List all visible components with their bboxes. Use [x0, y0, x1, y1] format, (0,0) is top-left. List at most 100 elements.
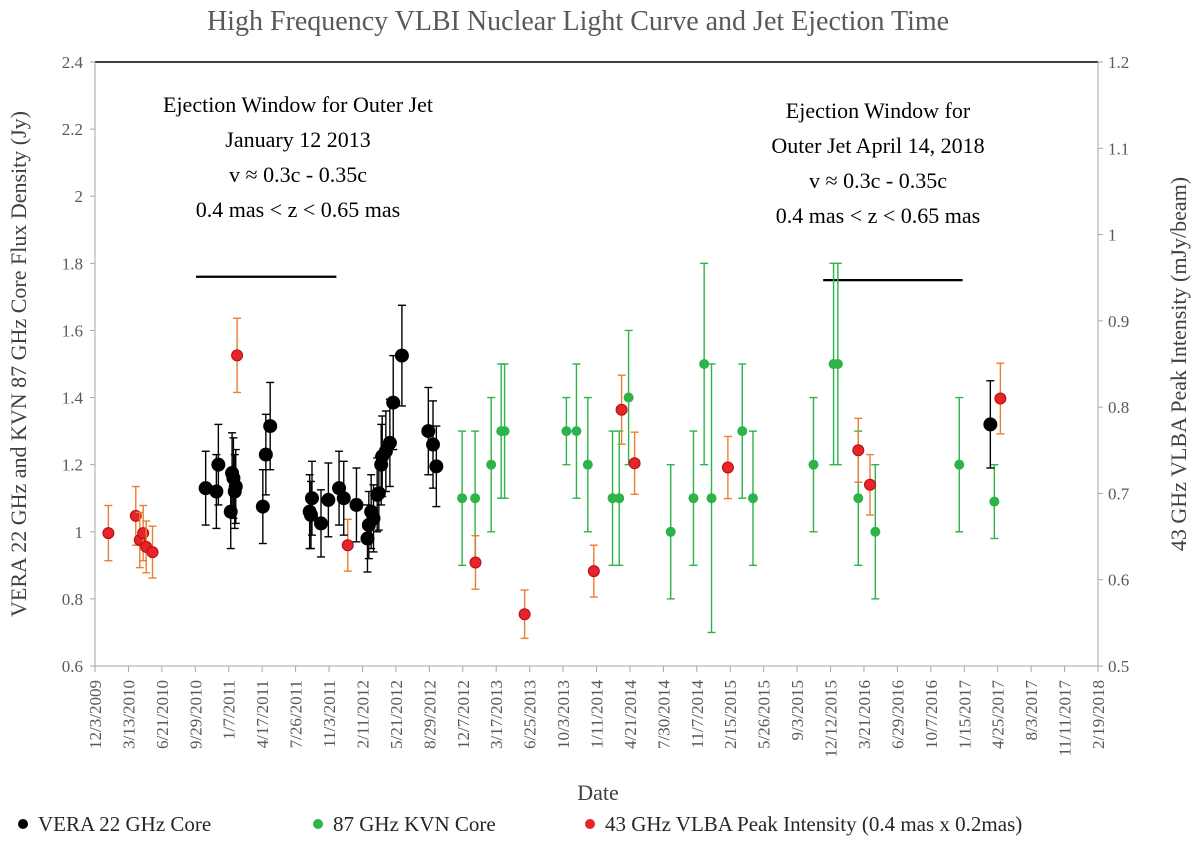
- x-tick-label: 4/25/2017: [989, 680, 1008, 749]
- data-point: [699, 359, 710, 369]
- x-tick-label: 2/11/2012: [353, 680, 372, 748]
- data-point: [665, 526, 676, 537]
- x-tick-label: 7/30/2014: [654, 680, 673, 749]
- data-point: [341, 539, 354, 552]
- data-point: [321, 492, 336, 507]
- x-tick-label: 11/7/2014: [688, 680, 707, 749]
- x-tick-label: 12/3/2009: [86, 680, 105, 749]
- data-point: [360, 531, 375, 546]
- data-point: [561, 426, 572, 437]
- data-point: [994, 392, 1007, 405]
- legend-entry: 43 GHz VLBA Peak Intensity (0.4 mas x 0.…: [605, 812, 1022, 836]
- x-tick-label: 2/19/2018: [1089, 680, 1108, 749]
- data-points: [102, 262, 1007, 640]
- data-point: [426, 437, 441, 452]
- legend-marker: [585, 819, 595, 829]
- data-point: [231, 349, 244, 362]
- data-point: [747, 493, 758, 504]
- x-tick-label: 5/21/2012: [387, 680, 406, 749]
- right-y-tick-label: 0.8: [1108, 398, 1129, 417]
- data-point: [571, 426, 582, 437]
- data-point: [832, 359, 843, 369]
- data-point: [808, 459, 819, 470]
- data-point: [863, 478, 876, 491]
- data-point: [499, 426, 510, 437]
- right-y-tick-label: 0.5: [1108, 657, 1129, 676]
- x-tick-label: 9/3/2015: [788, 680, 807, 740]
- data-point: [314, 516, 329, 531]
- data-point: [587, 565, 600, 578]
- data-point: [394, 348, 409, 363]
- data-point: [983, 417, 998, 432]
- left-y-tick-label: 1.8: [62, 254, 83, 273]
- x-tick-label: 1/7/2011: [220, 680, 239, 740]
- right-y-axis: 0.5 0.6 0.7 0.8 0.9 1 1.1 1.2: [1098, 53, 1130, 676]
- data-point: [688, 493, 699, 504]
- data-point: [954, 459, 965, 470]
- x-tick-label: 10/7/2016: [922, 680, 941, 749]
- data-point: [706, 493, 717, 504]
- x-tick-label: 4/17/2011: [253, 680, 272, 748]
- legend-entry: 87 GHz KVN Core: [333, 812, 496, 836]
- x-axis-label: Date: [577, 780, 619, 805]
- x-tick-label: 3/21/2016: [855, 680, 874, 749]
- data-point: [137, 527, 150, 540]
- data-point: [102, 527, 115, 540]
- chart-title: High Frequency VLBI Nuclear Light Curve …: [207, 6, 949, 37]
- right-y-tick-label: 0.6: [1108, 571, 1129, 590]
- x-tick-label: 1/15/2017: [955, 680, 974, 749]
- right-y-tick-label: 0.9: [1108, 312, 1129, 331]
- data-point: [258, 447, 273, 462]
- data-point: [989, 496, 1000, 507]
- data-point: [737, 426, 748, 437]
- left-y-tick-label: 1.2: [62, 456, 83, 475]
- x-tick-label: 5/26/2015: [755, 680, 774, 749]
- annotation-1-line: v ≈ 0.3c - 0.35c: [229, 162, 367, 187]
- x-tick-label: 3/13/2010: [119, 680, 138, 749]
- data-point: [853, 493, 864, 504]
- legend-marker: [313, 819, 323, 829]
- x-tick-label: 3/17/2013: [487, 680, 506, 749]
- left-y-tick-label: 2.2: [62, 120, 83, 139]
- x-tick-label: 8/29/2012: [420, 680, 439, 749]
- data-point: [614, 493, 625, 504]
- data-point: [336, 491, 351, 506]
- data-point: [228, 479, 243, 494]
- data-point: [304, 491, 319, 506]
- x-tick-label: 12/7/2012: [454, 680, 473, 749]
- data-point: [429, 459, 444, 474]
- annotation-1-line: January 12 2013: [225, 127, 370, 152]
- data-point: [486, 459, 497, 470]
- data-point: [457, 493, 468, 504]
- data-point: [129, 509, 142, 522]
- x-tick-label: 6/21/2010: [153, 680, 172, 749]
- left-y-axis-label: VERA 22 GHz and KVN 87 GHz Core Flux Den…: [6, 111, 31, 617]
- x-tick-label: 12/12/2015: [822, 680, 841, 757]
- data-point: [421, 424, 436, 439]
- x-tick-label: 10/3/2013: [554, 680, 573, 749]
- x-tick-label: 4/21/2014: [621, 680, 640, 749]
- x-tick-label: 1/11/2014: [588, 680, 607, 749]
- data-point: [198, 481, 213, 496]
- data-point: [263, 419, 278, 434]
- left-y-tick-label: 2.4: [62, 53, 84, 72]
- right-y-tick-label: 1.2: [1108, 53, 1129, 72]
- x-tick-label: 6/29/2016: [888, 680, 907, 749]
- data-point: [470, 493, 481, 504]
- x-tick-label: 6/25/2013: [521, 680, 540, 749]
- data-point: [623, 392, 634, 403]
- data-point: [582, 459, 593, 470]
- data-point: [721, 461, 734, 474]
- legend: VERA 22 GHz Core 87 GHz KVN Core 43 GHz VL…: [18, 812, 1022, 836]
- data-point: [146, 546, 159, 559]
- x-tick-label: 8/3/2017: [1022, 680, 1041, 741]
- left-y-tick-label: 1.6: [62, 321, 83, 340]
- annotation-2-line: 0.4 mas < z < 0.65 mas: [776, 203, 980, 228]
- data-point: [211, 457, 226, 472]
- annotation-2-line: v ≈ 0.3c - 0.35c: [809, 168, 947, 193]
- data-point: [870, 526, 881, 537]
- data-point: [386, 395, 401, 410]
- left-y-axis: 0.6 0.8 1 1.2 1.4 1.6 1.8 2 2.2 2.4: [62, 53, 95, 676]
- x-tick-label: 9/29/2010: [186, 680, 205, 749]
